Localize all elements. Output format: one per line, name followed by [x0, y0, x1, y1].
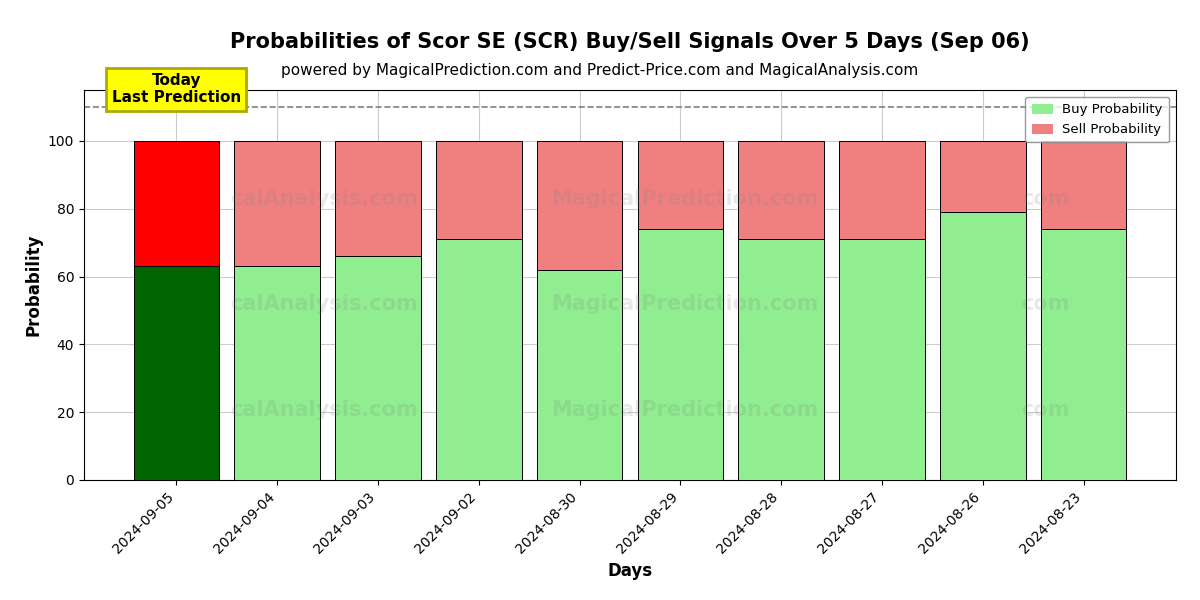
- Bar: [1040, 229, 1127, 480]
- Bar: [436, 239, 522, 480]
- Bar: [637, 141, 724, 229]
- Text: com: com: [1021, 400, 1069, 420]
- Bar: [536, 141, 623, 270]
- Title: Probabilities of Scor SE (SCR) Buy/Sell Signals Over 5 Days (Sep 06): Probabilities of Scor SE (SCR) Buy/Sell …: [230, 32, 1030, 52]
- Bar: [940, 141, 1026, 212]
- Legend: Buy Probability, Sell Probability: Buy Probability, Sell Probability: [1026, 97, 1170, 142]
- Bar: [234, 266, 320, 480]
- Bar: [436, 141, 522, 239]
- Text: MagicalPrediction.com: MagicalPrediction.com: [551, 295, 818, 314]
- Text: MagicalPrediction.com: MagicalPrediction.com: [551, 189, 818, 209]
- Bar: [738, 141, 824, 239]
- Bar: [1040, 141, 1127, 229]
- Y-axis label: Probability: Probability: [24, 234, 42, 336]
- Text: powered by MagicalPrediction.com and Predict-Price.com and MagicalAnalysis.com: powered by MagicalPrediction.com and Pre…: [281, 63, 919, 78]
- Text: com: com: [1021, 295, 1069, 314]
- Text: Today
Last Prediction: Today Last Prediction: [112, 73, 241, 105]
- Bar: [839, 141, 925, 239]
- Bar: [536, 270, 623, 480]
- Text: calAnalysis.com: calAnalysis.com: [230, 400, 418, 420]
- Bar: [335, 256, 421, 480]
- Bar: [133, 266, 220, 480]
- Text: com: com: [1021, 189, 1069, 209]
- Bar: [940, 212, 1026, 480]
- Bar: [234, 141, 320, 266]
- Bar: [133, 141, 220, 266]
- Bar: [738, 239, 824, 480]
- Text: calAnalysis.com: calAnalysis.com: [230, 189, 418, 209]
- Bar: [637, 229, 724, 480]
- Text: calAnalysis.com: calAnalysis.com: [230, 295, 418, 314]
- Bar: [335, 141, 421, 256]
- X-axis label: Days: Days: [607, 562, 653, 580]
- Text: MagicalPrediction.com: MagicalPrediction.com: [551, 400, 818, 420]
- Bar: [839, 239, 925, 480]
